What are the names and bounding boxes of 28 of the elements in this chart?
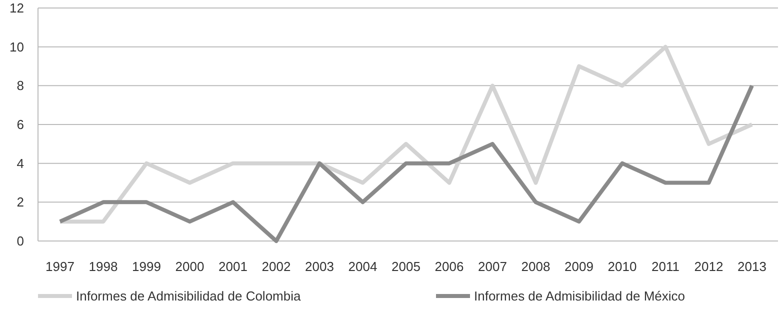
line-series: [58, 44, 754, 224]
y-tick-label: 2: [16, 194, 24, 210]
x-tick-label: 2005: [392, 259, 420, 274]
x-tick-label: 2012: [694, 259, 724, 274]
x-tick-label: 2004: [348, 259, 378, 274]
y-tick-label: 4: [16, 156, 24, 171]
x-tick-label: 2002: [262, 259, 291, 274]
x-tick-label: 2006: [434, 259, 464, 274]
x-tick-label: 2010: [608, 259, 637, 274]
y-tick-label: 6: [16, 117, 24, 132]
y-tick-label: 12: [10, 0, 24, 16]
x-tick-label: 2009: [564, 259, 594, 274]
x-tick-label: 2011: [652, 259, 680, 274]
x-tick-label: 2013: [738, 259, 766, 274]
x-tick-label: 2003: [305, 259, 334, 274]
x-tick-label: 2000: [175, 259, 204, 274]
x-tick-label: 1999: [132, 259, 161, 274]
line-series: [58, 84, 754, 243]
x-tick-label: 2007: [478, 259, 507, 274]
x-tick-label: 1997: [46, 259, 74, 274]
x-tick-label: 2001: [218, 259, 248, 274]
y-tick-label: 10: [10, 39, 24, 54]
x-tick-label: 1998: [88, 259, 118, 274]
legend-label: Informes de Admisibilidad de México: [474, 288, 685, 304]
y-tick-label: 0: [16, 234, 24, 249]
legend-label: Informes de Admisibilidad de Colombia: [76, 288, 302, 304]
y-tick-label: 8: [16, 78, 24, 94]
x-tick-label: 2008: [521, 259, 550, 274]
